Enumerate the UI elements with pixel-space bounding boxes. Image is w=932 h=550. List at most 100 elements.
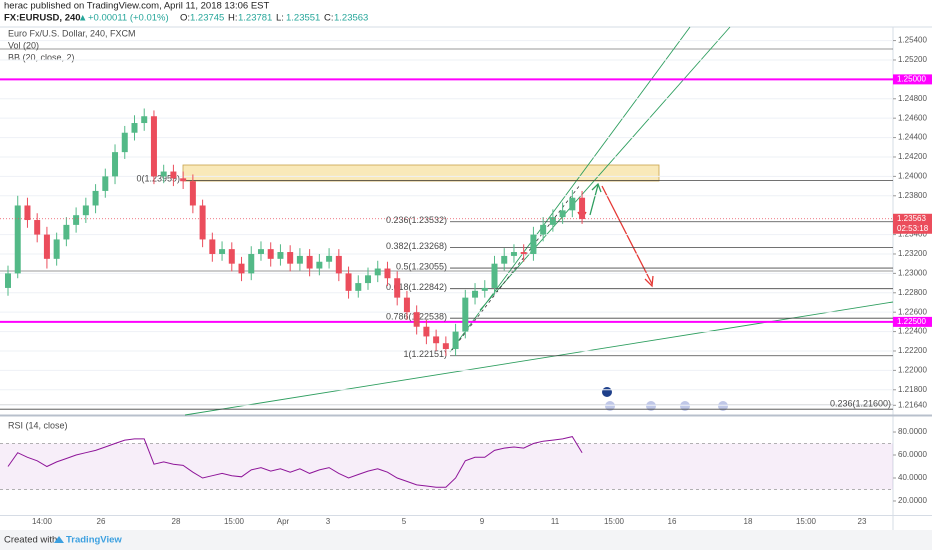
candle-body (569, 197, 576, 211)
event-icon[interactable] (602, 387, 612, 397)
last-price-box (893, 213, 932, 234)
up-arrow (589, 184, 599, 216)
rsi-title: RSI (14, close) (8, 420, 68, 430)
symbol: FX:EURUSD, 240 (4, 13, 81, 24)
countdown: 02:53:18 (897, 224, 929, 233)
x-tick-label: 15:00 (604, 517, 625, 526)
candle-body (520, 252, 527, 254)
candle-body (24, 205, 31, 221)
logo (54, 536, 64, 543)
candle-body (112, 152, 119, 177)
y-tick-label: 1.24800 (898, 94, 927, 103)
ohlc-label: H: (228, 13, 238, 24)
fib-label: 0(1.23959) (136, 174, 180, 184)
y-tick-label: 1.24200 (898, 152, 927, 161)
y-tick-label: 1.22200 (898, 346, 927, 355)
change-arrow: ▲ (78, 13, 87, 24)
candle-body (82, 205, 89, 216)
y-tick-label: 1.23800 (898, 191, 927, 200)
y-tick-label: 1.21800 (898, 385, 927, 394)
symbol-line: FX:EURUSD, 240 ▲ +0.00011 (+0.01%) (4, 13, 169, 24)
event-icon[interactable] (718, 401, 728, 411)
candle-body (141, 116, 148, 124)
ohlc-value: 1.23745 (190, 13, 224, 24)
candle-body (530, 234, 537, 254)
y-tick-label: 1.21640 (898, 400, 927, 409)
x-tick-label: 18 (744, 517, 753, 526)
y-tick-label: 1.22600 (898, 307, 927, 316)
indicator-label: BB (20, close, 2) (8, 52, 75, 62)
candle-body (189, 181, 196, 206)
y-tick-label: 1.22000 (898, 365, 927, 374)
x-tick-label: 16 (668, 517, 677, 526)
x-tick-label: Apr (277, 517, 290, 526)
price-label-box (893, 74, 932, 85)
x-tick-label: 26 (97, 517, 106, 526)
candle-body (287, 252, 294, 264)
channel-line (449, 26, 691, 353)
event-icon[interactable] (646, 401, 656, 411)
event-icon[interactable] (680, 401, 690, 411)
candle-body (491, 263, 498, 288)
fib-label: 0.236(1.21600) (830, 399, 891, 409)
y-tick-label: 1.24000 (898, 171, 927, 180)
x-tick-label: 15:00 (224, 517, 245, 526)
x-tick-label: 9 (480, 517, 485, 526)
candle-body (53, 239, 60, 259)
candle-body (63, 224, 70, 240)
candle-body (238, 263, 245, 274)
arrow-head (591, 182, 602, 193)
candle-body (481, 287, 488, 291)
fib-label: 0.5(1.23055) (396, 261, 447, 271)
candle-body (209, 239, 216, 254)
candle-body (160, 171, 167, 177)
y-tick-label: 1.24400 (898, 133, 927, 142)
price-label-box (893, 316, 932, 327)
last-price-label: 1.23563 (897, 214, 926, 223)
change: +0.00011 (+0.01%) (88, 13, 169, 24)
y-tick-label: 60.0000 (898, 450, 927, 459)
price-label: 1.22500 (897, 317, 926, 326)
event-icon[interactable] (605, 401, 615, 411)
candle-body (394, 278, 401, 298)
candle-body (277, 252, 284, 259)
x-tick-label: 14:00 (32, 517, 53, 526)
footer-text: Created with (4, 535, 57, 546)
y-tick-label: 80.0000 (898, 427, 927, 436)
y-tick-label: 1.25200 (898, 55, 927, 64)
y-tick-label: 1.23000 (898, 268, 927, 277)
candle-body (413, 312, 420, 327)
price-label: 1.25000 (897, 74, 926, 83)
ohlc-label: O: (180, 13, 190, 24)
candle-body (199, 205, 206, 240)
candle-body (384, 268, 391, 279)
x-tick-label: 28 (172, 517, 181, 526)
x-tick-label: 23 (858, 517, 867, 526)
ohlc-value: 1.23551 (286, 13, 320, 24)
candle-body (510, 252, 517, 256)
candle-body (452, 331, 459, 350)
brand[interactable]: TradingView (66, 535, 122, 546)
candle-body (501, 255, 508, 264)
candle-body (296, 255, 303, 264)
trend-line (184, 301, 894, 416)
candle-body (228, 249, 235, 264)
candle-body (150, 116, 157, 177)
ohlc-label: L: (276, 13, 284, 24)
candle-body (355, 283, 362, 291)
chart-title: Euro Fx/U.S. Dollar, 240, FXCM (8, 28, 136, 38)
indicator-label: Vol (20) (8, 40, 39, 50)
candle-body (5, 273, 11, 288)
candle-body (345, 273, 352, 291)
candle-body (248, 253, 255, 274)
fib-label: 0.618(1.22842) (386, 282, 447, 292)
candle-body (462, 297, 469, 332)
candle-body (102, 176, 109, 191)
candle-body (559, 210, 566, 218)
y-tick-label: 20.0000 (898, 496, 927, 505)
candle-body (549, 217, 556, 225)
ohlc-label: C: (324, 13, 334, 24)
candle-body (219, 249, 226, 254)
